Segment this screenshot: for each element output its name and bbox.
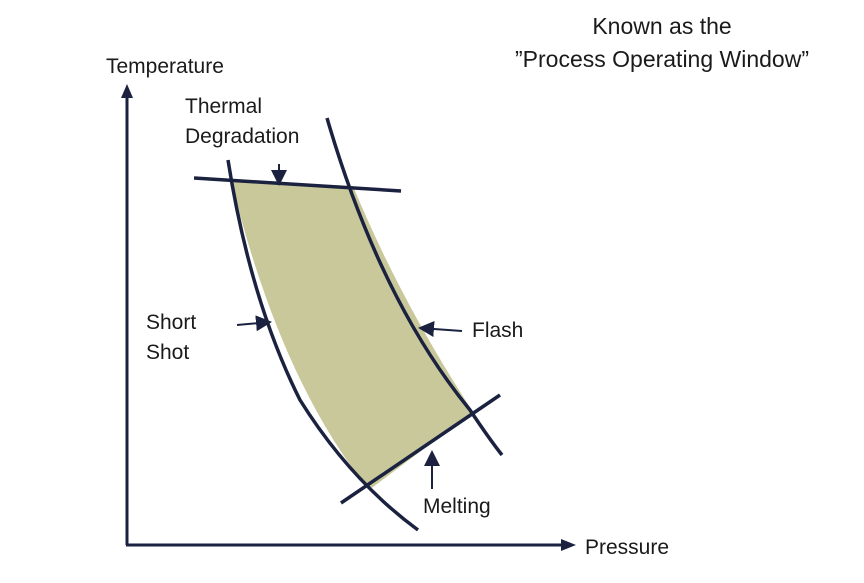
thermal-degradation-label-line-2: Degradation — [185, 125, 300, 148]
title-line-1: Known as the — [592, 13, 732, 39]
x-axis-arrow — [561, 539, 576, 551]
thermal-degradation-line — [193, 176, 402, 193]
short-shot-label-line-2: Shot — [146, 341, 190, 364]
flash-pointer — [418, 321, 463, 337]
melting-line — [340, 393, 501, 505]
short-shot-pointer — [236, 315, 272, 332]
y-axis-arrow — [121, 84, 133, 98]
short-shot-label: Short Shot — [146, 308, 196, 368]
thermal-degradation-label-line-1: Thermal — [185, 95, 263, 118]
short-shot-label-line-1: Short — [146, 311, 197, 334]
x-axis-label: Pressure — [585, 536, 670, 559]
operating-window-region — [231, 180, 473, 490]
diagram-title: Known as the ”Process Operating Window” — [482, 10, 842, 76]
title-line-2: ”Process Operating Window” — [515, 46, 809, 72]
thermal-degradation-label: Thermal Degradation — [185, 92, 299, 152]
melting-label: Melting — [423, 495, 491, 518]
y-axis-label: Temperature — [106, 55, 224, 78]
short-shot-curve — [226, 159, 420, 532]
flash-label: Flash — [472, 319, 524, 342]
flash-curve — [325, 117, 504, 457]
